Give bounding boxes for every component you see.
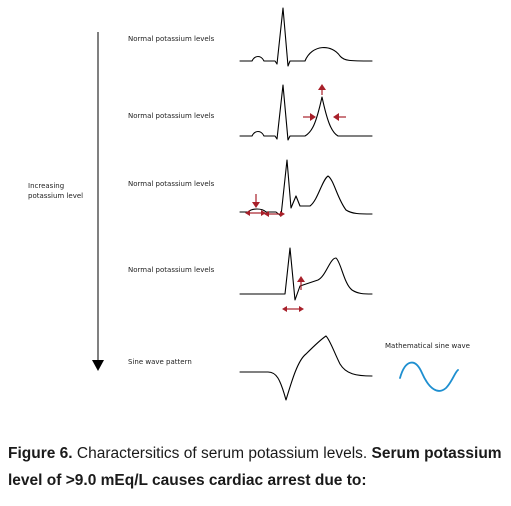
- row-4-label: Normal potassium levels: [128, 266, 215, 274]
- caption-description: Charactersitics of serum potassium level…: [72, 445, 372, 462]
- row-3-label: Normal potassium levels: [128, 180, 215, 188]
- caption-figure-label: Figure 6.: [8, 445, 73, 462]
- caption-emphasis: Serum potassium level of >9.0 mEq/L caus…: [8, 445, 502, 489]
- potassium-ecg-diagram: Increasing potassium level Normal potass…: [28, 7, 470, 401]
- row-5-label: Sine wave pattern: [128, 358, 192, 366]
- ecg-trace-1: [239, 7, 373, 67]
- axis-label-line1: Increasing: [28, 182, 64, 190]
- mathematical-sine-wave: [399, 361, 459, 392]
- wide-qrs-annotation-arrows: [245, 194, 285, 217]
- row-1-label: Normal potassium levels: [128, 35, 215, 43]
- reference-sine-label: Mathematical sine wave: [385, 342, 470, 350]
- ecg-trace-4: [239, 247, 373, 301]
- row-2-label: Normal potassium levels: [128, 112, 215, 120]
- axis-label-line2: potassium level: [28, 192, 83, 200]
- ecg-trace-sine-pattern: [239, 335, 373, 401]
- ecg-trace-2: [239, 84, 373, 141]
- figure-caption: Figure 6. Charactersitics of serum potas…: [8, 440, 506, 494]
- peak-annotation-arrows: [303, 84, 346, 121]
- ecg-trace-3: [239, 159, 373, 217]
- widened-complex-annotation-arrows: [282, 276, 305, 312]
- increasing-axis-arrowhead: [92, 360, 104, 371]
